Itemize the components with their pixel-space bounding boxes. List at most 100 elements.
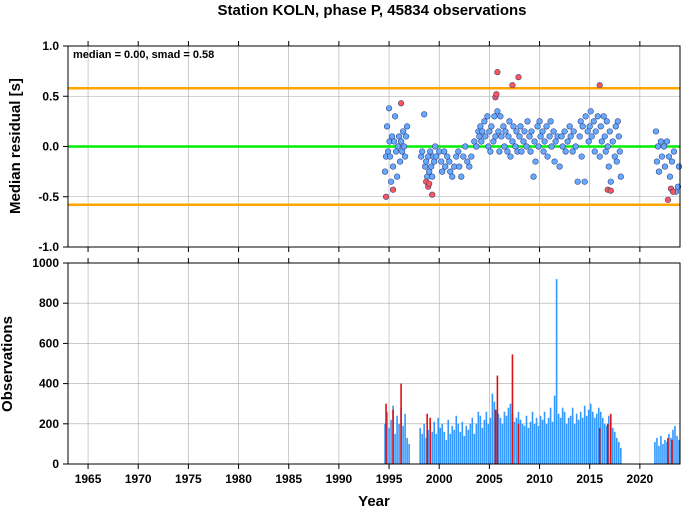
residual-point bbox=[432, 143, 439, 150]
residual-point bbox=[592, 128, 599, 135]
outlier-bar bbox=[671, 439, 673, 464]
residual-point bbox=[422, 163, 429, 170]
residual-point bbox=[501, 143, 508, 150]
residual-point bbox=[466, 163, 473, 170]
residual-point bbox=[598, 138, 605, 145]
residual-point bbox=[616, 148, 623, 155]
observation-bar bbox=[435, 433, 438, 464]
residual-point bbox=[518, 148, 525, 155]
observation-bar bbox=[423, 423, 425, 464]
x-tick-label: 1990 bbox=[326, 472, 353, 486]
residual-point bbox=[544, 153, 551, 160]
observation-bar bbox=[507, 407, 510, 464]
residual-point bbox=[594, 113, 601, 120]
residual-point bbox=[666, 173, 674, 180]
residual-point bbox=[510, 123, 517, 130]
observation-bar bbox=[443, 431, 446, 464]
residual-point bbox=[674, 183, 682, 190]
residual-point bbox=[530, 173, 537, 180]
y-tick-label: -0.5 bbox=[38, 190, 59, 204]
observation-bar bbox=[503, 411, 506, 464]
residual-point bbox=[652, 128, 660, 135]
residual-points bbox=[381, 69, 683, 203]
observation-bar bbox=[513, 421, 516, 464]
observation-bar bbox=[406, 437, 408, 464]
residual-point bbox=[494, 108, 501, 115]
residual-point bbox=[517, 123, 524, 130]
observation-bar bbox=[447, 419, 450, 464]
observation-bar bbox=[577, 419, 580, 464]
outlier-bar bbox=[429, 417, 431, 464]
residual-point bbox=[597, 123, 604, 130]
observation-bar bbox=[666, 441, 668, 464]
observations-y-label: Observations bbox=[0, 316, 16, 412]
observation-bar bbox=[445, 439, 448, 464]
observation-bar bbox=[656, 437, 658, 464]
residual-point bbox=[653, 158, 661, 165]
observation-bar bbox=[453, 429, 456, 464]
observation-bar bbox=[531, 411, 534, 464]
residual-point bbox=[458, 173, 465, 180]
residual-point bbox=[439, 168, 446, 175]
outlier-point bbox=[397, 100, 405, 107]
observations-frame bbox=[67, 262, 681, 465]
observation-bar bbox=[605, 425, 608, 464]
outlier-point bbox=[389, 186, 397, 193]
residual-point bbox=[547, 118, 554, 125]
residual-point bbox=[660, 143, 668, 150]
observation-bar bbox=[553, 395, 556, 464]
x-axis-label: Year bbox=[358, 493, 390, 510]
residual-point bbox=[505, 133, 512, 140]
y-tick-label: 1.0 bbox=[42, 39, 59, 53]
x-tick-label: 1975 bbox=[175, 472, 202, 486]
residual-point bbox=[540, 148, 547, 155]
y-tick-label: -1.0 bbox=[38, 240, 59, 254]
observation-bar bbox=[527, 427, 530, 464]
observation-bar bbox=[660, 435, 662, 464]
residual-point bbox=[478, 138, 485, 145]
residual-point bbox=[601, 133, 608, 140]
residual-point bbox=[606, 128, 613, 135]
residual-point bbox=[531, 138, 538, 145]
outlier-bar bbox=[598, 427, 601, 464]
y-tick-label: 600 bbox=[39, 336, 59, 350]
residual-point bbox=[657, 138, 665, 145]
observation-bar bbox=[547, 417, 550, 464]
residual-point bbox=[574, 178, 581, 185]
observation-bar bbox=[579, 411, 582, 464]
residual-point bbox=[668, 158, 676, 165]
outlier-point bbox=[494, 69, 501, 76]
observation-bar bbox=[551, 421, 554, 464]
residual-point bbox=[491, 113, 498, 120]
observation-bar bbox=[603, 423, 606, 464]
observation-bar bbox=[593, 417, 596, 464]
outlier-bar bbox=[511, 354, 514, 464]
observation-bar bbox=[529, 421, 532, 464]
residual-point bbox=[421, 111, 428, 118]
observation-bar bbox=[499, 417, 502, 464]
outlier-bar bbox=[385, 403, 387, 464]
observation-bar bbox=[433, 421, 435, 464]
residual-point bbox=[433, 153, 440, 160]
residual-point bbox=[468, 153, 475, 160]
residual-point bbox=[579, 123, 586, 130]
y-tick-label: 200 bbox=[39, 417, 59, 431]
outlier-bar bbox=[392, 409, 394, 464]
observation-bar bbox=[427, 429, 429, 464]
observation-bar bbox=[457, 423, 460, 464]
residual-point bbox=[419, 148, 426, 155]
residual-point bbox=[559, 143, 566, 150]
residual-point bbox=[588, 133, 595, 140]
observation-bar bbox=[396, 415, 398, 464]
residual-point bbox=[504, 148, 511, 155]
residual-point bbox=[442, 163, 449, 170]
observations-y-ticks: 0 200 400 600 800 1000 bbox=[32, 256, 68, 471]
x-tick-label: 2015 bbox=[576, 472, 603, 486]
residual-point bbox=[498, 133, 505, 140]
observation-bar bbox=[475, 423, 478, 464]
residual-point bbox=[383, 123, 391, 130]
observation-bar bbox=[674, 425, 676, 464]
observation-bars bbox=[384, 279, 680, 464]
residual-point bbox=[449, 173, 456, 180]
observation-bar bbox=[467, 429, 470, 464]
